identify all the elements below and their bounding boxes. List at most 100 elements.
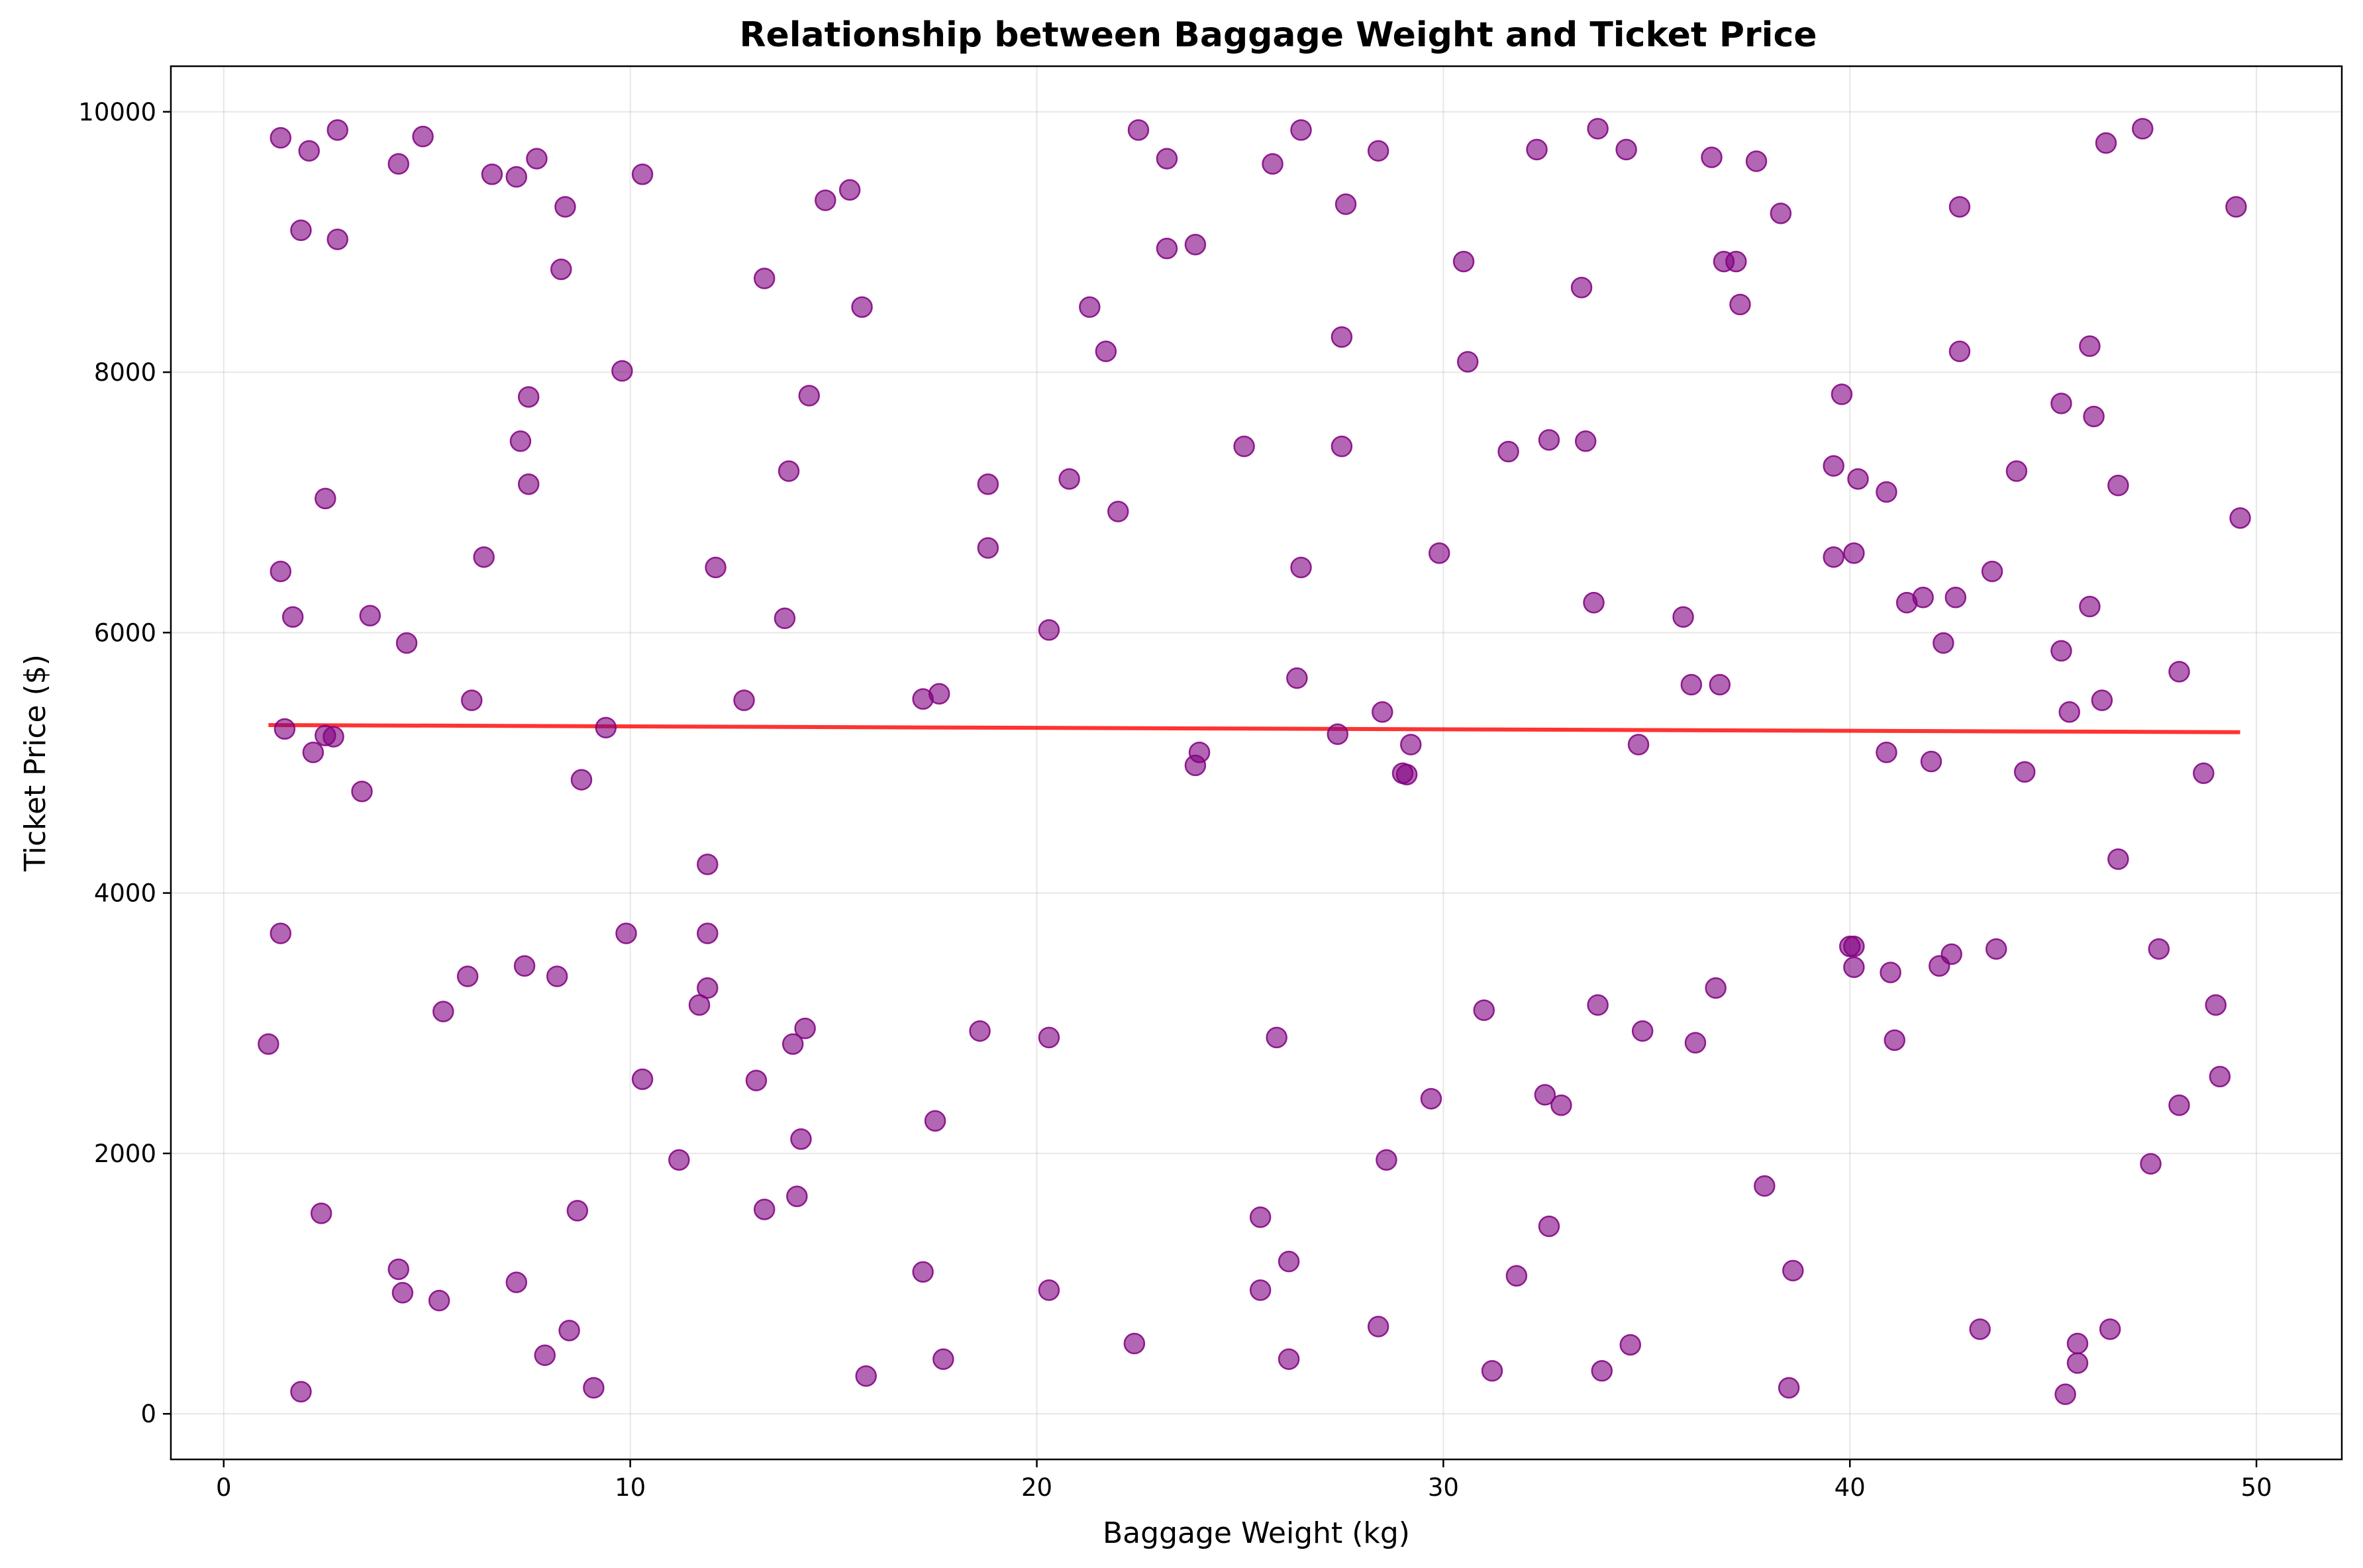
scatter-point bbox=[517, 473, 540, 495]
scatter-point bbox=[1188, 742, 1211, 763]
scatter-point bbox=[558, 1320, 580, 1342]
scatter-point bbox=[705, 556, 727, 579]
scatter-point bbox=[1372, 701, 1393, 723]
scatter-point bbox=[391, 1282, 414, 1304]
scatter-point bbox=[838, 179, 861, 201]
scatter-point bbox=[2079, 595, 2101, 618]
scatter-point bbox=[1729, 293, 1751, 316]
scatter-point bbox=[794, 1017, 816, 1040]
scatter-point bbox=[1290, 119, 1312, 141]
scatter-point bbox=[302, 742, 325, 763]
scatter-point bbox=[912, 1261, 934, 1283]
scatter-point bbox=[1456, 351, 1479, 373]
scatter-point bbox=[1428, 542, 1450, 564]
scatter-point bbox=[2107, 848, 2129, 870]
scatter-point bbox=[1843, 956, 1865, 978]
scatter-point bbox=[258, 1033, 279, 1055]
scatter-point bbox=[270, 560, 291, 583]
scatter-point bbox=[412, 125, 434, 148]
scatter-point bbox=[1725, 250, 1747, 273]
scatter-point bbox=[1395, 763, 1418, 785]
scatter-point bbox=[595, 716, 617, 739]
scatter-point bbox=[1880, 961, 1901, 983]
scatter-point bbox=[387, 153, 410, 175]
x-tick-label: 20 bbox=[1021, 1473, 1052, 1502]
scatter-point bbox=[2005, 460, 2028, 482]
scatter-point bbox=[2107, 474, 2129, 497]
scatter-point bbox=[697, 922, 719, 944]
scatter-point bbox=[1107, 501, 1129, 522]
scatter-point bbox=[554, 196, 576, 218]
scatter-point bbox=[1505, 1265, 1528, 1287]
x-tick-label: 10 bbox=[615, 1473, 646, 1502]
scatter-point bbox=[481, 163, 503, 185]
scatter-point bbox=[1550, 1094, 1572, 1116]
scatter-point bbox=[1156, 238, 1178, 260]
scatter-point bbox=[1286, 667, 1308, 689]
scatter-point bbox=[432, 1001, 454, 1022]
scatter-point bbox=[570, 769, 593, 791]
scatter-point bbox=[583, 1377, 605, 1399]
scatter-point bbox=[359, 605, 381, 627]
scatter-point bbox=[1583, 591, 1605, 614]
plot-frame bbox=[170, 65, 2343, 1461]
scatter-point bbox=[1574, 430, 1597, 452]
scatter-point bbox=[2168, 1094, 2190, 1116]
scatter-point bbox=[774, 607, 796, 629]
x-tick-label: 50 bbox=[2241, 1473, 2272, 1502]
scatter-point bbox=[1538, 1215, 1560, 1238]
scatter-point bbox=[1948, 340, 1971, 362]
scatter-point bbox=[1672, 606, 1694, 628]
scatter-point bbox=[2058, 701, 2080, 723]
scatter-point bbox=[1843, 936, 1865, 957]
scatter-point bbox=[1038, 1026, 1060, 1049]
scatter-point bbox=[310, 1202, 332, 1224]
scatter-point bbox=[928, 683, 950, 705]
scatter-point bbox=[2091, 689, 2113, 711]
scatter-point bbox=[513, 955, 536, 977]
scatter-point bbox=[1497, 440, 1519, 463]
scatter-point bbox=[505, 1271, 528, 1293]
scatter-point bbox=[298, 140, 320, 162]
scatter-point bbox=[1591, 1360, 1613, 1382]
scatter-point bbox=[1156, 148, 1178, 170]
scatter-point bbox=[2083, 405, 2105, 428]
scatter-point bbox=[1400, 734, 1422, 756]
scatter-point bbox=[1058, 468, 1080, 490]
scatter-point bbox=[1367, 140, 1389, 162]
scatter-point bbox=[855, 1365, 877, 1387]
scatter-point bbox=[1831, 383, 1853, 405]
scatter-point bbox=[1038, 1279, 1060, 1301]
y-axis: 0 2000 4000 6000 8000 10000 bbox=[78, 98, 171, 1428]
scatter-point bbox=[2099, 1318, 2121, 1340]
scatter-point bbox=[1538, 429, 1560, 451]
scatter-point bbox=[274, 718, 296, 740]
scatter-point bbox=[1367, 1316, 1389, 1338]
scatter-point bbox=[1587, 994, 1609, 1016]
scatter-point bbox=[851, 296, 873, 318]
scatter-point bbox=[778, 460, 800, 482]
scatter-point bbox=[1619, 1334, 1641, 1356]
scatter-point bbox=[1452, 250, 1475, 273]
scatter-point bbox=[2131, 118, 2154, 140]
chart-title: Relationship between Baggage Weight and … bbox=[739, 15, 1817, 55]
scatter-point bbox=[1278, 1250, 1300, 1273]
scatter-point bbox=[517, 386, 540, 408]
scatter-point bbox=[2225, 196, 2247, 218]
scatter-point bbox=[1823, 546, 1844, 568]
scatter-point bbox=[534, 1344, 556, 1366]
scatter-point bbox=[1631, 1020, 1654, 1042]
scatter-point bbox=[1127, 119, 1150, 141]
scatter-point bbox=[2050, 393, 2072, 415]
scatter-point bbox=[1249, 1206, 1272, 1228]
scatter-point bbox=[2209, 1065, 2231, 1088]
scatter-point bbox=[631, 163, 654, 185]
x-axis: 0 10 20 30 40 50 bbox=[216, 1459, 2272, 1502]
scatter-point bbox=[526, 148, 548, 170]
scatter-point bbox=[2066, 1352, 2089, 1374]
x-axis-label: Baggage Weight (kg) bbox=[1103, 1516, 1410, 1550]
scatter-point bbox=[395, 632, 418, 654]
scatter-point bbox=[1684, 1032, 1707, 1054]
scatter-point bbox=[566, 1200, 589, 1222]
